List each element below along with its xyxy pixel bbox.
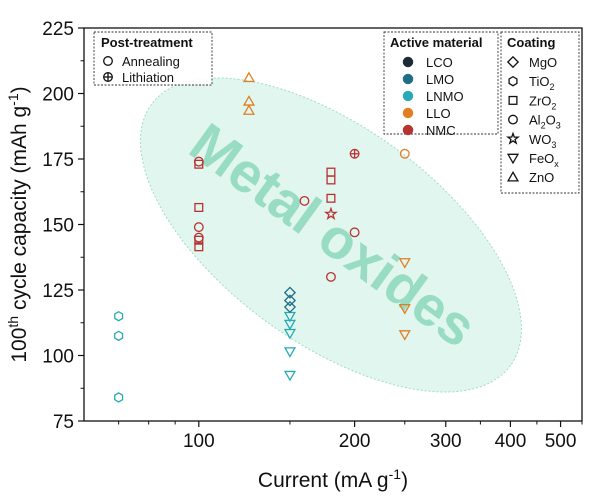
legend-material-label: LMO: [426, 72, 454, 87]
data-point-0-2: [114, 392, 124, 403]
legend-coating-label: ZrO2: [529, 93, 556, 111]
x-tick-label: 300: [430, 431, 462, 452]
data-point-5-0: [323, 206, 338, 220]
data-point-4-3: [194, 242, 204, 252]
legend-material-label: NMC: [426, 123, 456, 138]
x-axis-label: Current (mA g-1): [258, 466, 408, 492]
data-point-9-2: [398, 330, 411, 341]
data-point-4-6: [326, 193, 336, 203]
data-point-9-1: [398, 303, 411, 315]
data-point-8-0: [399, 148, 410, 159]
y-tick-label: 125: [42, 281, 74, 302]
data-point-0-0: [114, 310, 124, 322]
data-point-2-2: [283, 300, 297, 314]
legend-coating-label: MgO: [529, 55, 557, 70]
data-point-3-4: [325, 271, 336, 282]
data-point-1-1: [283, 319, 297, 331]
legend-material-label: LCO: [426, 55, 453, 70]
legend-active-material: [383, 31, 499, 135]
y-tick-label: 100: [42, 347, 74, 368]
data-point-4-0: [194, 159, 204, 169]
legend-material-llo: [402, 107, 414, 119]
data-point-2-1: [283, 294, 297, 307]
x-tick-label: 400: [495, 431, 527, 452]
legend-coating-marker-circle: [508, 114, 518, 125]
legend-post-treatment-label: Lithiation: [122, 70, 174, 85]
data-point-7-2: [242, 104, 256, 115]
legend-marker-circle-plus: [103, 72, 113, 82]
legend-material-lco: [402, 56, 414, 68]
legend-coating-marker-square: [508, 95, 518, 105]
legend-post-treatment: [93, 31, 213, 86]
legend-material-nmc: [402, 124, 414, 136]
legend-coating-label: ZnO: [529, 170, 554, 185]
y-tick-label: 150: [42, 216, 74, 237]
legend-coating-marker-triangle-down: [506, 153, 520, 165]
y-tick-label: 75: [53, 412, 74, 433]
legend-marker-circle: [103, 56, 113, 66]
legend-coating: [500, 31, 580, 194]
data-point-9-0: [398, 258, 411, 269]
legend-material-lnmo: [402, 90, 414, 102]
y-axis-label: 100th cycle capacity (mAh g-1): [5, 86, 31, 362]
legend-coating-marker-hexagon: [508, 75, 518, 87]
data-point-2-0: [283, 286, 297, 299]
legend-coating-label: TiO2: [529, 74, 554, 92]
data-point-3-1: [193, 222, 204, 233]
y-tick-label: 175: [42, 150, 74, 171]
data-point-3-5: [349, 227, 360, 238]
x-tick-label: 200: [339, 431, 371, 452]
legend-coating-marker-triangle-up: [506, 170, 520, 182]
data-point-1-4: [283, 370, 297, 382]
legend-coating-label: FeOx: [529, 151, 559, 169]
axes: 75 100 125 150 175 200 225 100 200 300 400 500 Curre…: [5, 19, 583, 492]
data-point-1-3: [283, 347, 297, 358]
highlight-region: [139, 77, 522, 393]
legend-coating-marker-diamond: [506, 55, 520, 69]
data-point-7-0: [242, 71, 256, 83]
y-tick-label: 225: [42, 19, 74, 40]
data-point-3-3: [299, 195, 310, 206]
legend-coating-marker-star: [506, 131, 520, 145]
data-points: [114, 71, 411, 403]
data-point-6-0: [349, 148, 360, 159]
data-point-0-1: [114, 330, 124, 342]
legend-material-label: LNMO: [426, 89, 464, 104]
x-tick-label: 500: [545, 431, 577, 452]
legend-active-material-title: Active material: [390, 35, 483, 50]
legend-material-label: LLO: [426, 106, 451, 121]
data-point-4-2: [194, 235, 204, 245]
legend-coating-title: Coating: [507, 35, 555, 50]
data-point-1-2: [283, 328, 297, 340]
legend-post-treatment-title: Post-treatment: [101, 35, 193, 50]
y-tick-label: 200: [42, 85, 74, 106]
data-point-4-1: [194, 202, 204, 212]
legend-material-lmo: [402, 73, 414, 85]
legend-coating-label: Al2O3: [529, 113, 561, 131]
legend-post-treatment-label: Annealing: [122, 54, 180, 69]
x-tick-label: 100: [183, 431, 215, 452]
legend-coating-label: WO3: [529, 132, 556, 150]
data-point-4-5: [326, 175, 336, 185]
metal-oxides-ellipse: [139, 77, 522, 393]
